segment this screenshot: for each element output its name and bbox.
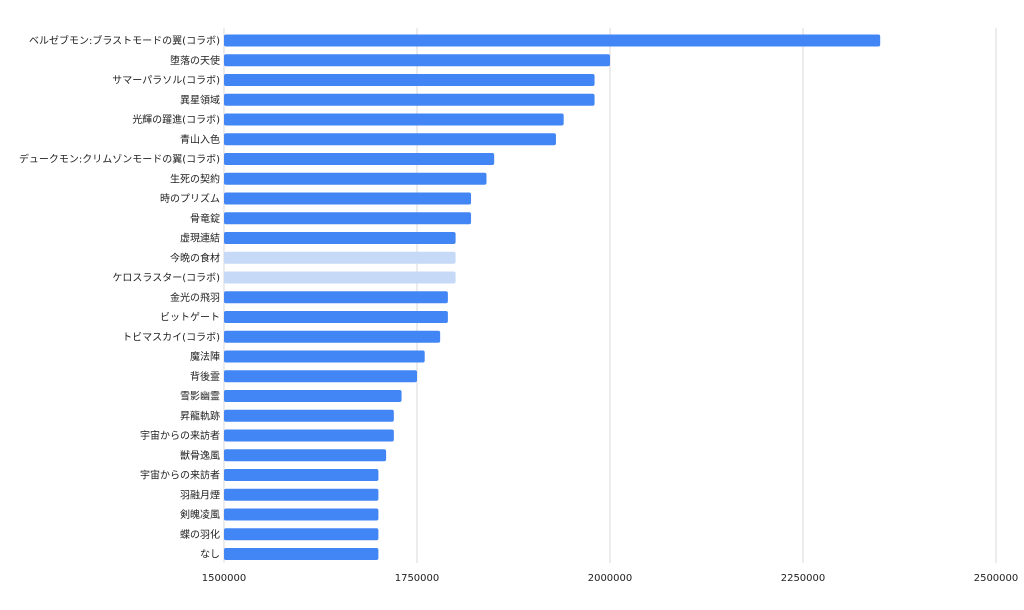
x-axis-tick-labels: 1500000 1750000 2000000 2250000 2500000 bbox=[202, 573, 1019, 584]
category-label: 宇宙からの来訪者 bbox=[140, 469, 220, 482]
bar bbox=[224, 429, 394, 442]
bar bbox=[224, 172, 487, 185]
category-label: 魔法陣 bbox=[190, 350, 220, 363]
bar bbox=[224, 449, 387, 462]
category-label: 異星領域 bbox=[180, 93, 220, 106]
bar bbox=[224, 271, 456, 284]
category-label: 虚現連結 bbox=[180, 232, 220, 245]
bar bbox=[224, 548, 379, 560]
x-tick-label: 2250000 bbox=[781, 573, 826, 584]
bar bbox=[224, 370, 417, 383]
bar bbox=[224, 469, 379, 481]
category-label: トビマスカイ(コラボ) bbox=[122, 331, 220, 343]
bar bbox=[224, 93, 595, 106]
bar bbox=[224, 212, 472, 225]
category-label: サマーパラソル(コラボ) bbox=[112, 75, 220, 87]
category-label: 宇宙からの来訪者 bbox=[140, 429, 220, 442]
bar bbox=[224, 251, 456, 264]
x-tick-label: 2000000 bbox=[588, 573, 633, 584]
bar bbox=[224, 34, 881, 47]
bar bbox=[224, 54, 610, 67]
category-label: ケロスラスター(コラボ) bbox=[112, 272, 220, 284]
bar bbox=[224, 153, 495, 165]
category-label: ビットゲート bbox=[160, 312, 220, 324]
category-label: デュークモン:クリムゾンモードの翼(コラボ) bbox=[19, 153, 220, 166]
bar bbox=[224, 133, 556, 146]
category-label: 雪影幽霊 bbox=[180, 391, 220, 403]
bar bbox=[224, 528, 379, 541]
bar bbox=[224, 232, 456, 244]
bar bbox=[224, 409, 394, 422]
x-tick-label: 1750000 bbox=[395, 573, 440, 584]
category-label: ベルゼブモン:ブラストモードの翼(コラボ) bbox=[29, 34, 220, 47]
x-tick-label: 1500000 bbox=[202, 573, 247, 584]
bar bbox=[224, 291, 448, 304]
category-label: 金光の飛羽 bbox=[170, 291, 220, 304]
category-label: 時のプリズム bbox=[160, 192, 220, 205]
category-label: 青山入色 bbox=[180, 133, 220, 146]
bar bbox=[224, 311, 448, 323]
category-label: 今晩の食材 bbox=[170, 251, 220, 264]
x-tick-label: 2500000 bbox=[974, 573, 1019, 584]
bar bbox=[224, 330, 441, 343]
category-label: 堕落の天使 bbox=[170, 54, 220, 67]
category-label: 獣骨逸風 bbox=[180, 449, 220, 462]
category-label: 骨竜錠 bbox=[190, 212, 220, 225]
category-label: 光輝の躍進(コラボ) bbox=[132, 113, 220, 126]
category-label: 背後霊 bbox=[190, 370, 220, 383]
category-label: 昇龍軌跡 bbox=[180, 409, 220, 422]
bar bbox=[224, 350, 425, 363]
bar bbox=[224, 74, 595, 86]
category-label: 羽融月煙 bbox=[180, 489, 220, 501]
bar bbox=[224, 113, 564, 126]
bar bbox=[224, 192, 472, 205]
bars bbox=[224, 34, 881, 560]
category-label: なし bbox=[200, 549, 220, 561]
category-label: 蝶の羽化 bbox=[180, 528, 220, 541]
bar bbox=[224, 488, 379, 501]
bar bbox=[224, 508, 379, 521]
category-label: 生死の契約 bbox=[170, 172, 220, 185]
category-label: 剣魄凌風 bbox=[180, 508, 220, 521]
bar bbox=[224, 390, 402, 402]
